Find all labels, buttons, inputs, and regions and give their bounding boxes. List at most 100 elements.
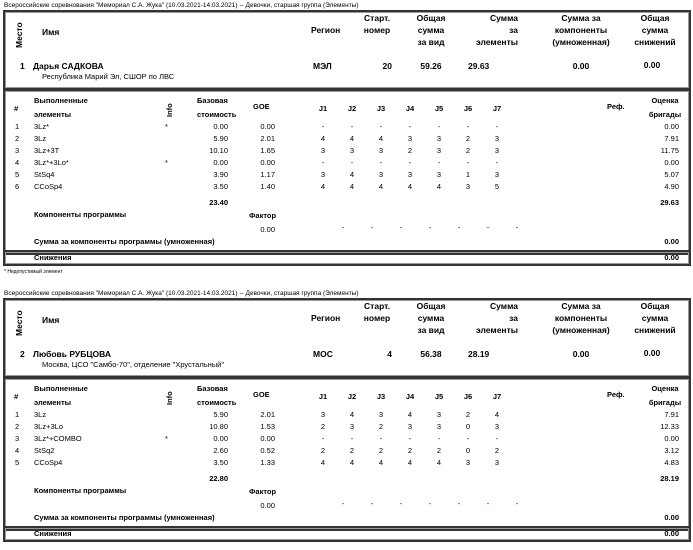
deductions-label: Снижения bbox=[34, 529, 72, 538]
region-label: Регион bbox=[311, 313, 341, 323]
col-panel-label: Оценка bbox=[651, 96, 679, 105]
element-number: 2 bbox=[15, 134, 20, 143]
judge-score: 3 bbox=[407, 134, 413, 143]
component-judge-score: - bbox=[515, 499, 519, 508]
component-judge-score: - bbox=[341, 499, 345, 508]
element-goe: 2.01 bbox=[260, 410, 275, 419]
component-judge-score: - bbox=[428, 223, 432, 232]
element-panel-score: 11.75 bbox=[660, 146, 679, 155]
element-base-value: 0.00 bbox=[213, 434, 228, 443]
skater-place: 2 bbox=[20, 349, 25, 359]
judge-score: 4 bbox=[320, 458, 326, 467]
base-value-total: 22.80 bbox=[209, 474, 228, 483]
col-ref-label: Реф. bbox=[607, 390, 625, 399]
judge-score: 3 bbox=[407, 422, 413, 431]
components-total: 0.00 bbox=[664, 237, 679, 246]
judge-score: 4 bbox=[320, 182, 326, 191]
total-score-label: за вид bbox=[417, 37, 445, 47]
deductions-sum-label: сумма bbox=[641, 25, 669, 35]
col-panel-label: Оценка bbox=[651, 384, 679, 393]
judge-score: 4 bbox=[349, 170, 355, 179]
competition-title: Всероссийские соревнования "Мемориал С.А… bbox=[4, 290, 359, 297]
deductions-sum-label: сумма bbox=[641, 313, 669, 323]
element-panel-score: 7.91 bbox=[664, 134, 679, 143]
judge-score: 4 bbox=[407, 182, 413, 191]
elements-score: 28.19 bbox=[468, 349, 490, 359]
judge-score: - bbox=[495, 122, 499, 131]
place-label: Место bbox=[14, 22, 24, 48]
col-elements-label: элементы bbox=[34, 110, 72, 119]
col-judge-label: J3 bbox=[376, 392, 386, 401]
component-judge-score: - bbox=[457, 499, 461, 508]
element-goe: 1.65 bbox=[260, 146, 275, 155]
element-number: 3 bbox=[15, 146, 20, 155]
judge-score: - bbox=[379, 434, 383, 443]
col-judge-label: J2 bbox=[347, 104, 357, 113]
start-number: 4 bbox=[387, 349, 392, 359]
col-judge-label: J5 bbox=[434, 104, 444, 113]
judge-score: 3 bbox=[320, 146, 326, 155]
components-sum-label: Сумма за bbox=[561, 301, 601, 311]
deductions-box bbox=[3, 250, 691, 266]
total-score-label: Общая bbox=[416, 13, 446, 23]
element-panel-score: 12.33 bbox=[660, 422, 679, 431]
element-base-value: 10.10 bbox=[209, 146, 228, 155]
element-base-value: 3.90 bbox=[213, 170, 228, 179]
element-number: 2 bbox=[15, 422, 20, 431]
skater-region: МОС bbox=[313, 349, 333, 359]
judge-score: - bbox=[437, 122, 441, 131]
judge-score: 2 bbox=[320, 422, 326, 431]
col-elements-label: элементы bbox=[34, 398, 72, 407]
judge-score: - bbox=[379, 122, 383, 131]
elements-sum-label: Сумма bbox=[490, 301, 518, 311]
element-panel-score: 7.91 bbox=[664, 410, 679, 419]
elements-sum-label: элементы bbox=[476, 37, 518, 47]
judge-score: 3 bbox=[494, 422, 500, 431]
start-number-label: номер bbox=[363, 25, 391, 35]
elements-table-box bbox=[3, 89, 691, 255]
element-base-value: 5.90 bbox=[213, 134, 228, 143]
element-panel-score: 5.07 bbox=[664, 170, 679, 179]
col-judge-label: J4 bbox=[405, 104, 415, 113]
judge-score: 4 bbox=[349, 134, 355, 143]
total-score-label: за вид bbox=[417, 325, 445, 335]
element-goe: 0.52 bbox=[260, 446, 275, 455]
skater-club: Республика Марий Эл, СШОР по ЛВС bbox=[42, 72, 175, 81]
component-judge-score: - bbox=[370, 223, 374, 232]
components-score: 0.00 bbox=[572, 61, 590, 71]
component-judge-score: - bbox=[515, 223, 519, 232]
start-number-label: Старт. bbox=[364, 13, 390, 23]
col-judge-label: J3 bbox=[376, 104, 386, 113]
judge-score: 3 bbox=[378, 146, 384, 155]
judge-score: - bbox=[466, 158, 470, 167]
judge-score: 2 bbox=[407, 146, 413, 155]
element-base-value: 5.90 bbox=[213, 410, 228, 419]
element-info: * bbox=[165, 122, 168, 131]
judge-score: 3 bbox=[494, 458, 500, 467]
components-sum-label: компоненты bbox=[554, 313, 608, 323]
element-info: * bbox=[165, 434, 168, 443]
judge-score: 5 bbox=[494, 182, 500, 191]
col-judge-label: J2 bbox=[347, 392, 357, 401]
element-goe: 0.00 bbox=[260, 158, 275, 167]
judge-score: 2 bbox=[494, 446, 500, 455]
elements-total: 29.63 bbox=[660, 198, 679, 207]
col-base-label: Базовая bbox=[197, 384, 228, 393]
element-number: 5 bbox=[15, 458, 20, 467]
element-base-value: 2.60 bbox=[213, 446, 228, 455]
col-num-label: # bbox=[14, 392, 19, 401]
col-ref-label: Реф. bbox=[607, 102, 625, 111]
judge-score: 1 bbox=[465, 170, 471, 179]
judge-score: 3 bbox=[436, 146, 442, 155]
total-score: 59.26 bbox=[420, 61, 442, 71]
judge-score: 3 bbox=[494, 134, 500, 143]
deductions-box bbox=[3, 526, 691, 542]
element-number: 1 bbox=[15, 410, 20, 419]
element-base-value: 3.50 bbox=[213, 458, 228, 467]
element-goe: 1.33 bbox=[260, 458, 275, 467]
total-score-label: Общая bbox=[416, 301, 446, 311]
col-judge-label: J6 bbox=[463, 104, 473, 113]
judge-score: 4 bbox=[436, 458, 442, 467]
judge-score: 3 bbox=[465, 458, 471, 467]
element-number: 4 bbox=[15, 158, 20, 167]
